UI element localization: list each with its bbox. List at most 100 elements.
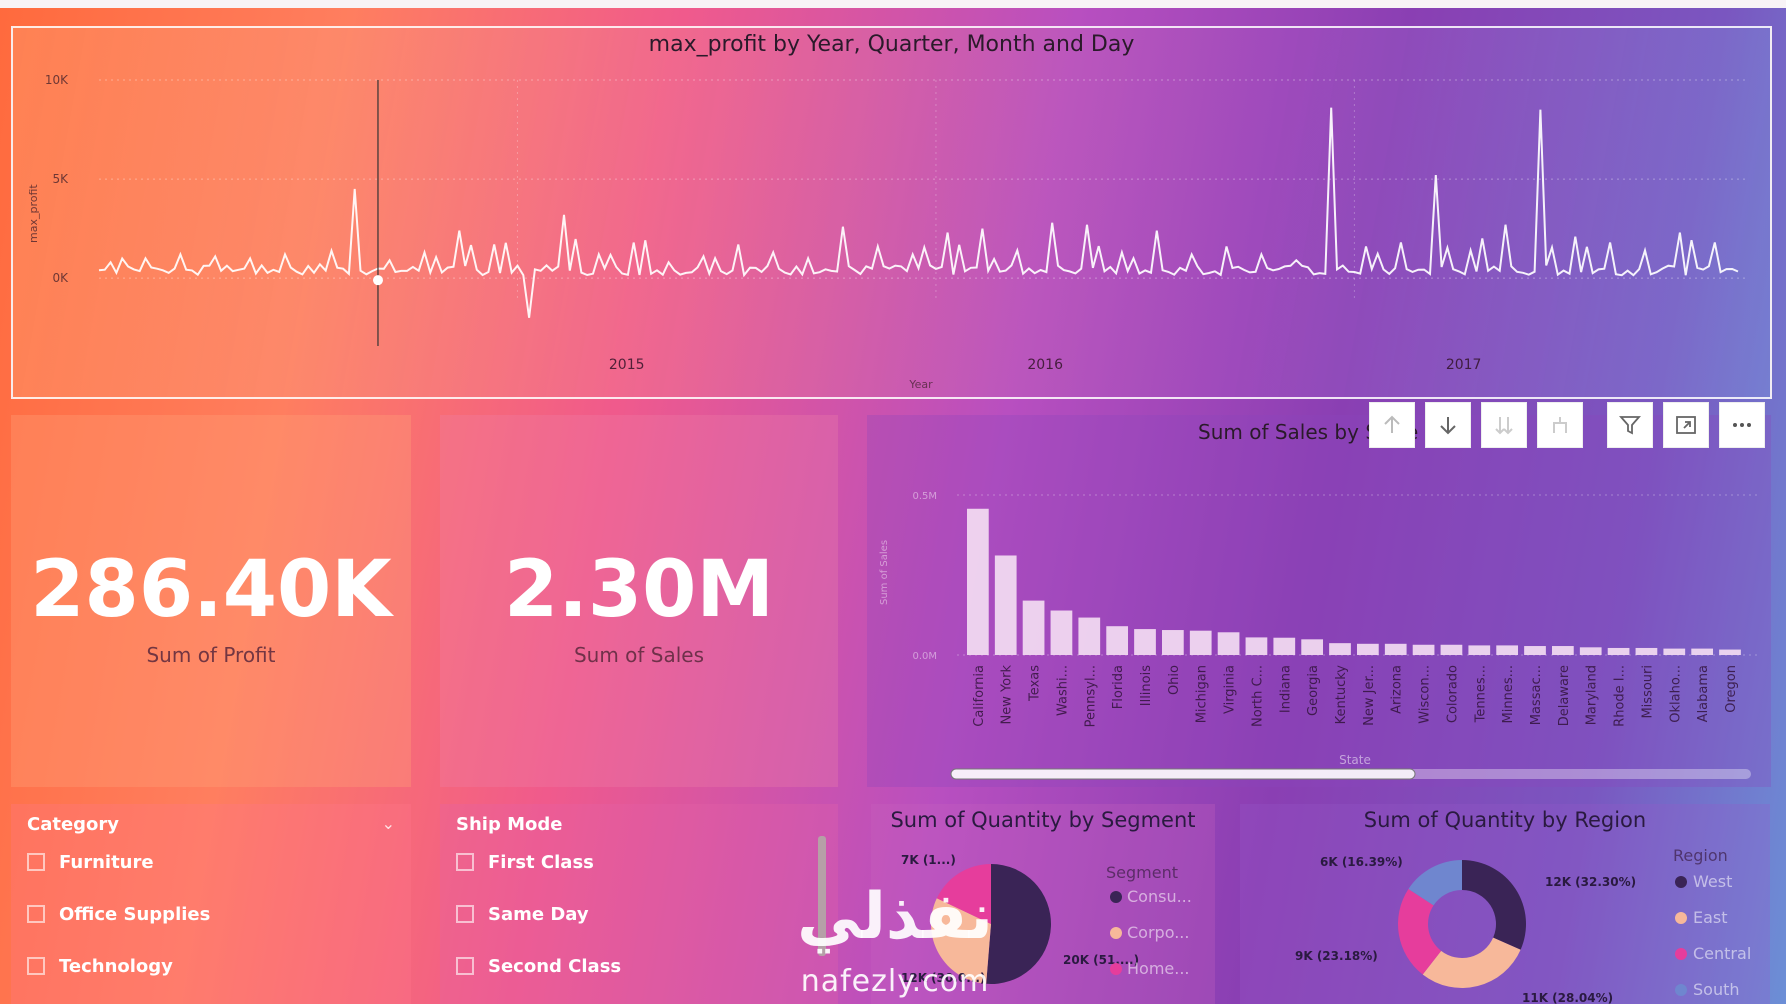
kpi-card-sales[interactable]: 2.30M Sum of Sales — [440, 415, 838, 787]
x-tick-label: 2015 — [609, 357, 645, 373]
legend-item: Home... — [1127, 959, 1190, 978]
kpi-value: 2.30M — [503, 545, 775, 635]
scrollbar-thumb — [950, 768, 1416, 780]
bar — [1412, 644, 1435, 655]
hover-point — [372, 275, 383, 286]
bar-chart-svg: 0.5M 0.0M Sum of Sales California New York Te… — [879, 491, 1757, 780]
legend-marker — [1675, 984, 1687, 996]
sales-by-state-bar-chart[interactable]: 0.5M 0.0M Sum of Sales California New York Te… — [867, 415, 1771, 787]
legend-item: East — [1693, 908, 1728, 927]
x-tick-label: 2016 — [1027, 357, 1063, 373]
legend-marker — [1110, 963, 1122, 975]
slicer-option[interactable]: Office Supplies — [27, 902, 210, 926]
option-label: Office Supplies — [59, 903, 211, 925]
slice-west — [1462, 860, 1526, 950]
checkbox[interactable] — [27, 957, 45, 975]
x-tick-label: Missouri — [1640, 665, 1655, 719]
x-tick-label: New York — [1000, 665, 1015, 725]
bar — [1022, 600, 1045, 655]
x-axis-label: State — [1339, 753, 1371, 767]
x-tick-label: Rhode I... — [1613, 665, 1628, 727]
category-slicer[interactable]: Category ⌄ Furniture Office Supplies Tec… — [11, 804, 411, 1004]
checkbox[interactable] — [456, 905, 474, 923]
quantity-by-region-donut[interactable]: Sum of Quantity by Region 6K (16.39%) 12K… — [1240, 804, 1770, 1004]
data-label: 20K (51....) — [1063, 953, 1139, 967]
data-label: 11K (28.04%) — [1522, 991, 1613, 1004]
segment-donut-svg: 7K (1...) 12K (30.0...) 20K (51....) Segmen… — [901, 853, 1192, 985]
checkbox[interactable] — [27, 853, 45, 871]
bar — [1357, 643, 1379, 655]
slicer-option[interactable]: Furniture — [27, 850, 154, 874]
x-tick-label: Wiscon... — [1418, 665, 1433, 724]
slice-consumer — [986, 864, 1051, 984]
drill-up-icon[interactable] — [1369, 402, 1415, 448]
option-label: Technology — [59, 955, 173, 977]
x-tick-label: North C... — [1250, 665, 1265, 727]
x-tick-label: Indiana — [1278, 665, 1293, 713]
x-tick-label: Georgia — [1306, 665, 1321, 716]
watermark-logo: نفذلي nafezly.com — [780, 880, 1010, 1004]
slicer-option[interactable]: Second Class — [456, 954, 621, 978]
slicer-option[interactable]: First Class — [456, 850, 594, 874]
data-label: 12K (32.30%) — [1545, 875, 1636, 889]
option-label: Same Day — [488, 903, 589, 925]
bar — [1635, 647, 1658, 655]
drill-down-icon[interactable] — [1425, 402, 1471, 448]
x-tick-label: Michigan — [1195, 665, 1210, 723]
checkbox[interactable] — [456, 957, 474, 975]
chevron-down-icon[interactable]: ⌄ — [381, 814, 395, 833]
x-tick-label: Oklaho... — [1668, 665, 1683, 723]
checkbox[interactable] — [456, 853, 474, 871]
x-tick-label: Alabama — [1696, 665, 1711, 722]
legend-marker — [1675, 876, 1687, 888]
y-tick-label: 10K — [45, 73, 69, 87]
option-label: Second Class — [488, 955, 622, 977]
slice-east — [1422, 937, 1521, 988]
slicer-option[interactable]: Same Day — [456, 902, 589, 926]
expand-all-icon[interactable] — [1481, 402, 1527, 448]
bar — [1162, 630, 1184, 655]
data-label: 12K (30.0...) — [901, 971, 985, 985]
x-tick-label: Kentucky — [1334, 665, 1349, 725]
x-tick-label: Virginia — [1223, 665, 1238, 714]
focus-mode-icon[interactable] — [1663, 402, 1709, 448]
x-tick-label: Florida — [1111, 665, 1126, 709]
option-label: Furniture — [59, 851, 154, 873]
legend-title: Region — [1673, 846, 1728, 865]
bar — [1273, 637, 1296, 655]
top-strip — [0, 0, 1786, 8]
line-chart-title: max_profit by Year, Quarter, Month and D… — [648, 32, 1135, 57]
kpi-card-profit[interactable]: 286.40K Sum of Profit — [11, 415, 411, 787]
kpi-label: Sum of Sales — [573, 643, 705, 667]
x-tick-label: Washi... — [1055, 665, 1070, 716]
legend-marker — [1675, 948, 1687, 960]
y-tick-label: 5K — [52, 172, 69, 186]
quantity-by-segment-donut[interactable]: Sum of Quantity by Segment 7K (1...) 12K … — [871, 804, 1215, 1004]
filter-icon[interactable] — [1607, 402, 1653, 448]
y-axis-label: Sum of Sales — [879, 540, 890, 605]
profit-line-series — [98, 107, 1739, 318]
x-tick-label: New Jer... — [1362, 665, 1377, 726]
ship-mode-slicer[interactable]: Ship Mode First Class Same Day Second Cl… — [440, 804, 838, 1004]
bar — [1134, 629, 1156, 655]
slicer-title: Category — [27, 814, 120, 835]
max-profit-line-chart[interactable]: max_profit by Year, Quarter, Month and D… — [11, 26, 1772, 399]
x-tick-label: California — [972, 665, 987, 727]
line-chart-svg: 10K 5K 0K max_profit 2015 2016 2017 Year — [27, 73, 1748, 391]
y-tick-label: 0.5M — [912, 491, 937, 502]
x-tick-label: Tennes... — [1473, 665, 1488, 723]
slicer-option[interactable]: Technology — [27, 954, 173, 978]
watermark-arabic: نفذلي — [797, 880, 993, 954]
legend-item: Corpo... — [1127, 923, 1189, 942]
more-options-icon[interactable] — [1719, 402, 1765, 448]
bar — [1552, 646, 1574, 655]
expand-hierarchy-icon[interactable] — [1537, 402, 1583, 448]
y-tick-label: 0.0M — [912, 651, 937, 662]
x-tick-label: Minnes... — [1501, 665, 1516, 723]
x-tick-label: Texas — [1028, 665, 1043, 702]
bar — [1384, 643, 1407, 655]
data-label: 9K (23.18%) — [1295, 949, 1378, 963]
checkbox[interactable] — [27, 905, 45, 923]
slicer-scrollbar[interactable] — [818, 836, 826, 956]
data-label: 7K (1...) — [901, 853, 956, 867]
